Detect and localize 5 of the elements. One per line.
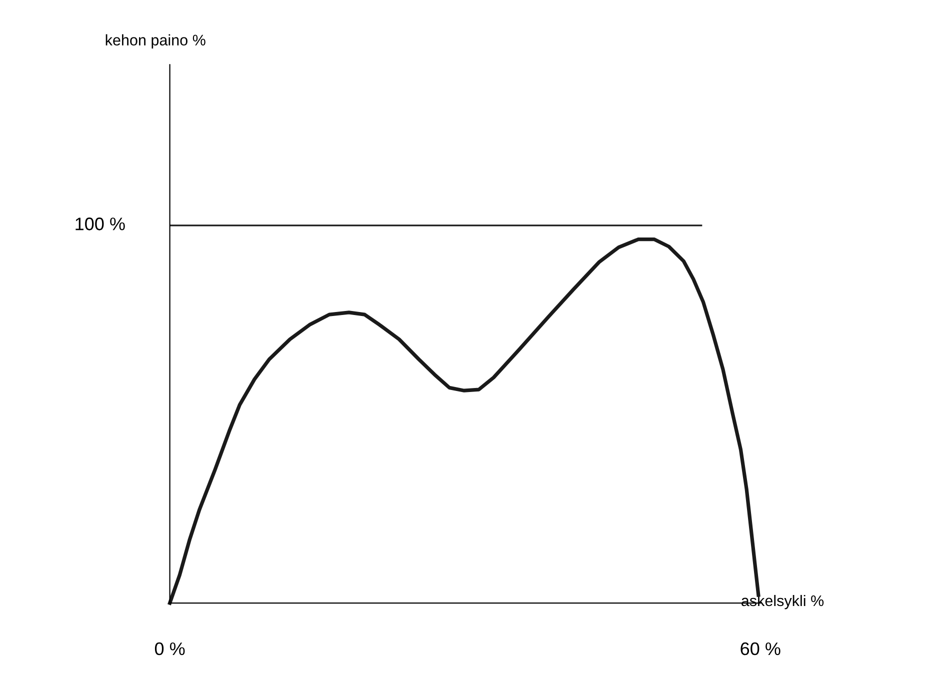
x-axis-title: askelsykli % — [742, 594, 824, 610]
x-tick-label: 60 % — [740, 642, 780, 656]
text: kehon paino % — [106, 34, 206, 49]
x-tick-label: 0 % — [154, 642, 185, 656]
text: 100 % — [76, 218, 125, 230]
